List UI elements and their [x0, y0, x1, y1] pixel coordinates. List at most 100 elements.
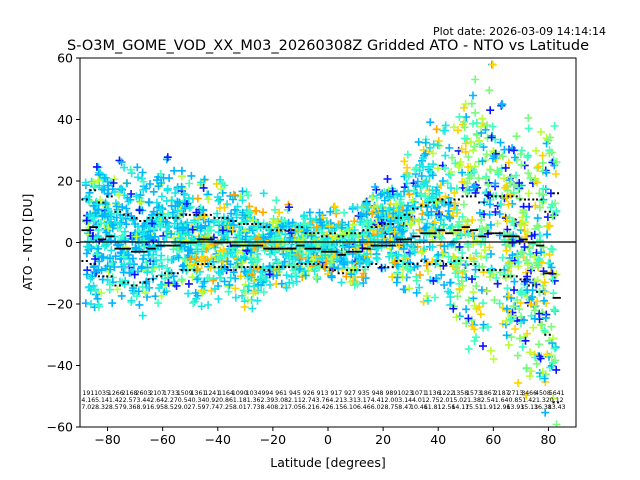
data-point	[470, 142, 479, 151]
data-point	[94, 244, 103, 253]
data-point	[117, 184, 126, 193]
data-point	[274, 264, 282, 273]
data-point	[533, 178, 542, 187]
data-point	[393, 273, 402, 282]
data-point	[488, 60, 497, 69]
data-point	[363, 249, 371, 258]
data-point	[551, 199, 560, 208]
bin-annotation: 0.54	[178, 397, 192, 404]
data-point	[548, 212, 557, 221]
data-point	[469, 146, 478, 155]
data-point	[193, 247, 202, 256]
bin-annotation: 913	[317, 390, 329, 397]
data-point	[220, 203, 229, 212]
data-point	[436, 241, 445, 250]
data-point	[173, 251, 181, 260]
data-point	[272, 271, 281, 280]
data-point	[520, 332, 529, 341]
data-point	[460, 117, 469, 126]
data-point	[223, 257, 232, 266]
data-point	[511, 325, 520, 333]
data-point	[132, 192, 141, 201]
data-point	[404, 201, 412, 210]
data-point	[552, 420, 561, 427]
data-point	[502, 304, 511, 313]
data-point	[535, 340, 543, 349]
data-point	[478, 224, 487, 233]
data-point	[101, 199, 110, 208]
data-point	[515, 194, 524, 203]
bin-annotation: 12.56	[438, 404, 456, 411]
data-point	[240, 252, 249, 261]
data-point	[478, 157, 487, 166]
data-point	[433, 275, 442, 284]
data-point	[85, 211, 94, 220]
data-point	[185, 179, 194, 188]
data-point	[496, 138, 505, 147]
bin-annotation: 7.25	[219, 404, 233, 411]
data-point	[538, 151, 547, 160]
data-point	[407, 220, 416, 229]
data-point	[471, 108, 480, 117]
data-point	[357, 255, 365, 264]
bin-annotation: 15.13	[520, 404, 538, 411]
data-point	[526, 174, 535, 182]
data-point	[517, 160, 526, 169]
data-point	[503, 225, 512, 234]
data-point	[282, 283, 291, 292]
data-point	[471, 75, 480, 84]
data-point	[404, 172, 413, 181]
data-point	[132, 232, 141, 241]
data-point	[342, 272, 351, 281]
data-point	[531, 201, 540, 210]
data-point	[502, 316, 511, 325]
y-tick-label: 0	[65, 235, 73, 250]
data-point	[235, 231, 244, 240]
bin-annotation: 12.96	[493, 404, 511, 411]
data-point	[533, 221, 542, 230]
data-point	[495, 299, 504, 308]
data-point	[531, 353, 540, 362]
data-point	[550, 344, 559, 353]
data-point	[546, 363, 554, 372]
data-point	[528, 293, 537, 302]
data-point	[451, 199, 460, 208]
data-point	[143, 268, 152, 277]
data-point	[486, 346, 495, 355]
data-point	[486, 166, 495, 174]
data-point	[405, 190, 414, 199]
data-point	[526, 348, 535, 357]
data-point	[345, 242, 354, 251]
data-point	[459, 200, 468, 209]
bin-annotation: 1222	[439, 390, 455, 397]
data-point	[374, 213, 383, 222]
bin-annotation: 3.14	[398, 397, 412, 404]
data-point	[179, 209, 188, 218]
data-point	[475, 302, 484, 311]
data-point	[142, 279, 150, 288]
data-point	[220, 277, 229, 286]
bin-annotation: 927	[344, 390, 356, 397]
data-point	[475, 136, 483, 145]
bin-annotation: 15.51	[465, 404, 483, 411]
data-point	[229, 190, 238, 199]
data-point	[154, 299, 163, 308]
data-point	[446, 288, 455, 297]
data-point	[524, 113, 533, 122]
data-point	[552, 365, 561, 374]
data-point	[516, 221, 525, 230]
data-point	[227, 227, 236, 235]
data-point	[404, 186, 413, 195]
data-point	[485, 86, 494, 95]
data-point	[167, 229, 176, 238]
data-point	[131, 243, 140, 252]
data-point	[91, 287, 100, 296]
data-point	[466, 137, 475, 146]
data-point	[162, 233, 171, 242]
data-point	[510, 286, 518, 295]
data-point	[248, 304, 257, 313]
data-point	[541, 408, 550, 417]
data-point	[363, 204, 372, 212]
data-point	[468, 231, 477, 240]
data-point	[471, 265, 480, 274]
